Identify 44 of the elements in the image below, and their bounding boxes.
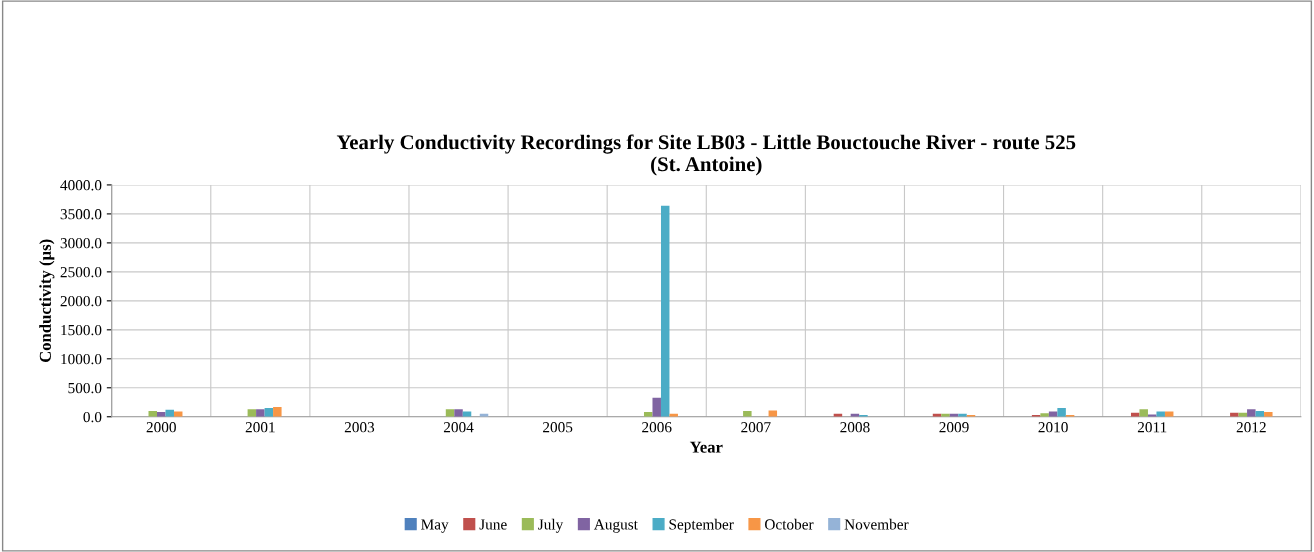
x-tick-label: 2004 <box>443 422 474 433</box>
legend-label: July <box>538 518 564 533</box>
x-tick-label: 2008 <box>840 422 870 433</box>
x-tick-label: 2005 <box>543 422 573 433</box>
y-tick-label: 500.0 <box>68 382 102 394</box>
y-tick-label: 1500.0 <box>61 324 102 336</box>
x-tick-label: 2009 <box>939 422 969 433</box>
bar <box>148 410 157 417</box>
chart-title: Yearly Conductivity Recordings for Site LB03 - Little Bouctouche River - route 525 (St. Antoine) <box>336 134 1076 176</box>
x-tick-label: 2011 <box>1137 422 1167 433</box>
bar <box>165 409 174 417</box>
bar <box>273 406 282 417</box>
legend-label: August <box>593 519 638 533</box>
x-tick-label: 2007 <box>741 422 771 433</box>
bar <box>1247 409 1256 417</box>
y-axis-title: Conductivity (µs) <box>39 239 55 362</box>
bar <box>256 409 265 417</box>
y-tick-label: 2500.0 <box>60 267 102 278</box>
x-tick-label: 2003 <box>344 422 375 433</box>
bar <box>1057 408 1066 417</box>
y-tick-label: 2000.0 <box>60 295 102 307</box>
x-tick-label: 2001 <box>245 422 275 433</box>
x-axis-title: Year <box>689 441 723 453</box>
y-tick-label: 3000.0 <box>60 238 102 249</box>
bar <box>660 205 670 417</box>
x-tick-label: 2012 <box>1236 422 1266 433</box>
bar <box>1139 409 1148 417</box>
y-tick-label: 1000.0 <box>61 353 102 365</box>
legend-label: June <box>479 519 507 530</box>
y-tick-label: 3500.0 <box>60 209 102 220</box>
legend-label: May <box>421 519 449 533</box>
x-tick-label: 2010 <box>1038 422 1068 433</box>
legend-label: October <box>765 518 814 530</box>
legend-label: November <box>844 518 909 530</box>
y-tick-label: 4000.0 <box>60 180 102 191</box>
bar <box>743 410 752 417</box>
bar <box>652 397 661 417</box>
bar <box>1040 413 1049 417</box>
x-tick-label: 2006 <box>642 422 672 433</box>
bar <box>1264 412 1273 417</box>
x-tick-label: 2000 <box>146 422 176 433</box>
legend-label: September <box>669 518 734 533</box>
bar <box>454 409 463 417</box>
y-tick-label: 0.0 <box>83 411 102 423</box>
